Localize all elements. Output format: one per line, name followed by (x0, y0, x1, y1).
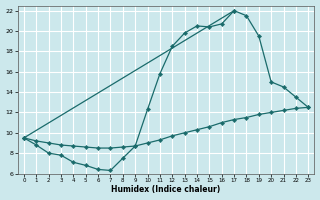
X-axis label: Humidex (Indice chaleur): Humidex (Indice chaleur) (111, 185, 221, 194)
